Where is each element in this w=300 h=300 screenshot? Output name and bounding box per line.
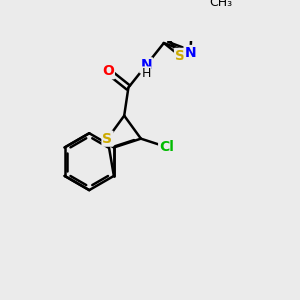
Text: S: S (175, 49, 185, 63)
Text: Cl: Cl (159, 140, 174, 154)
Text: CH₃: CH₃ (209, 0, 232, 9)
Text: O: O (102, 64, 114, 78)
Text: S: S (103, 132, 112, 146)
Text: N: N (140, 58, 152, 72)
Text: N: N (185, 46, 196, 60)
Text: H: H (141, 67, 151, 80)
